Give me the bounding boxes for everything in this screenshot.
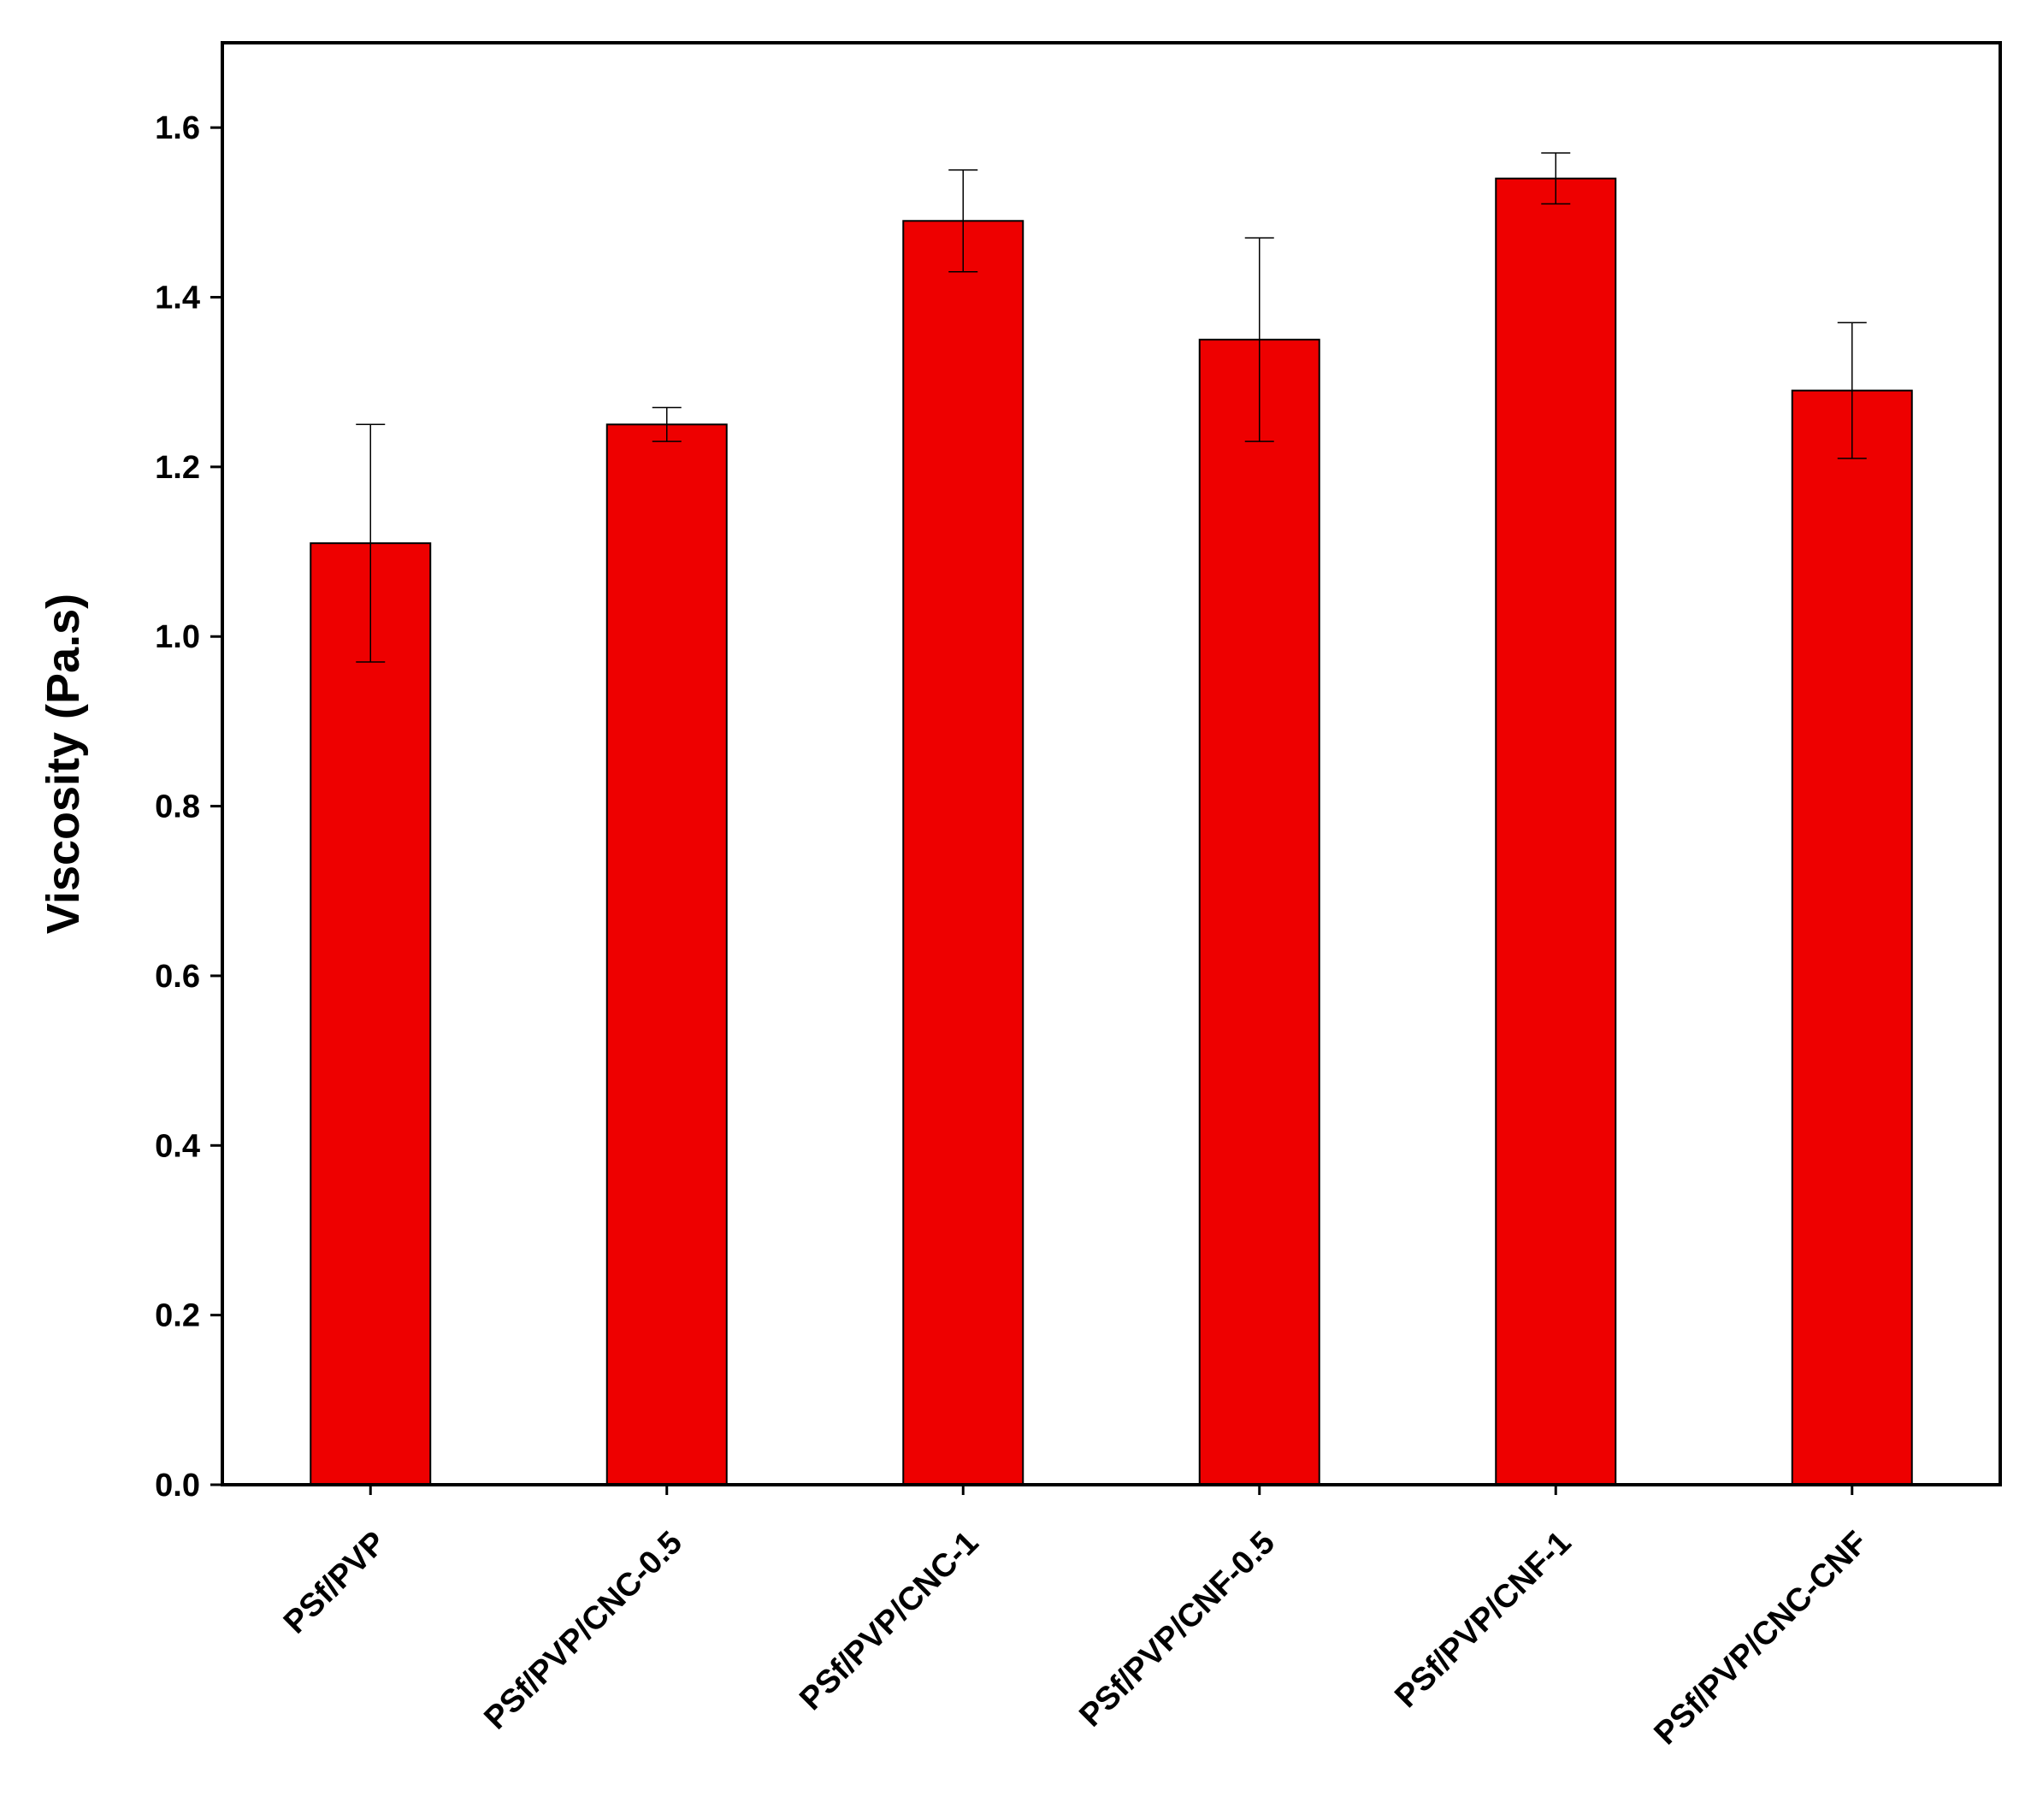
x-tick-label: PSf/PVP/CNF-1 — [1388, 1525, 1578, 1715]
bar — [310, 542, 432, 1486]
y-tick-label: 0.0 — [155, 1468, 200, 1504]
x-tick-label: PSf/PVP — [277, 1525, 393, 1641]
y-tick-label: 1.0 — [155, 619, 200, 655]
y-tick-label: 1.2 — [155, 450, 200, 486]
y-tick-label: 0.8 — [155, 789, 200, 825]
x-tick-label: PSf/PVP/CNC-0.5 — [477, 1525, 689, 1737]
y-tick-label: 1.6 — [155, 110, 200, 146]
bar — [605, 423, 728, 1486]
y-tick-label: 0.4 — [155, 1128, 200, 1164]
y-tick-label: 0.6 — [155, 959, 200, 995]
x-tick-label: PSf/PVP/CNC-1 — [793, 1525, 985, 1717]
x-tick-label: PSf/PVP/CNC-CNF — [1648, 1525, 1875, 1752]
error-bars-group — [356, 152, 1867, 663]
bars-group — [310, 177, 1913, 1486]
y-axis-label: Viscosity (Pa.s) — [38, 594, 89, 934]
y-axis: 0.0 0.2 0.4 0.6 0.8 1.0 1.2 1.4 1.6 — [155, 110, 222, 1504]
bar — [1495, 177, 1617, 1486]
bar — [902, 220, 1024, 1486]
x-axis: PSf/PVP PSf/PVP/CNC-0.5 PSf/PVP/CNC-1 PSf/P… — [277, 1485, 1875, 1752]
y-tick-label: 0.2 — [155, 1298, 200, 1334]
x-tick-label: PSf/PVP/CNF-0.5 — [1072, 1525, 1282, 1734]
y-tick-label: 1.4 — [155, 281, 200, 316]
plot-frame — [221, 41, 2002, 1486]
bar — [1198, 339, 1320, 1486]
bar — [1791, 389, 1913, 1486]
